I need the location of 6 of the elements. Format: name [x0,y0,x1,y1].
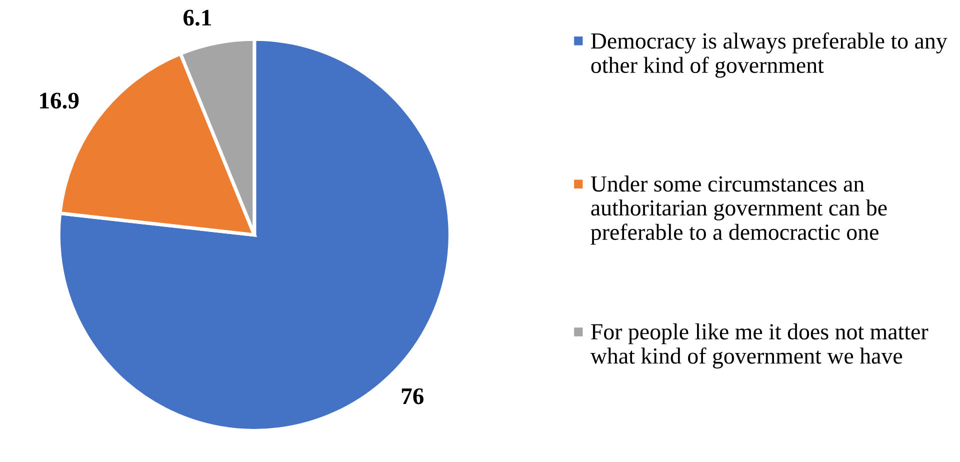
legend-label: Under some circumstances an authoritarian government can be preferable to a democractic one [590,176,887,245]
data-label: 76 [402,388,424,404]
legend-label: For people like me it does not matter what kind of government we have [590,323,928,368]
legend-label: Democracy is always preferable to any other kind of government [591,32,948,78]
data-label: 16.9 [40,92,79,109]
data-label: 6.1 [184,10,211,26]
